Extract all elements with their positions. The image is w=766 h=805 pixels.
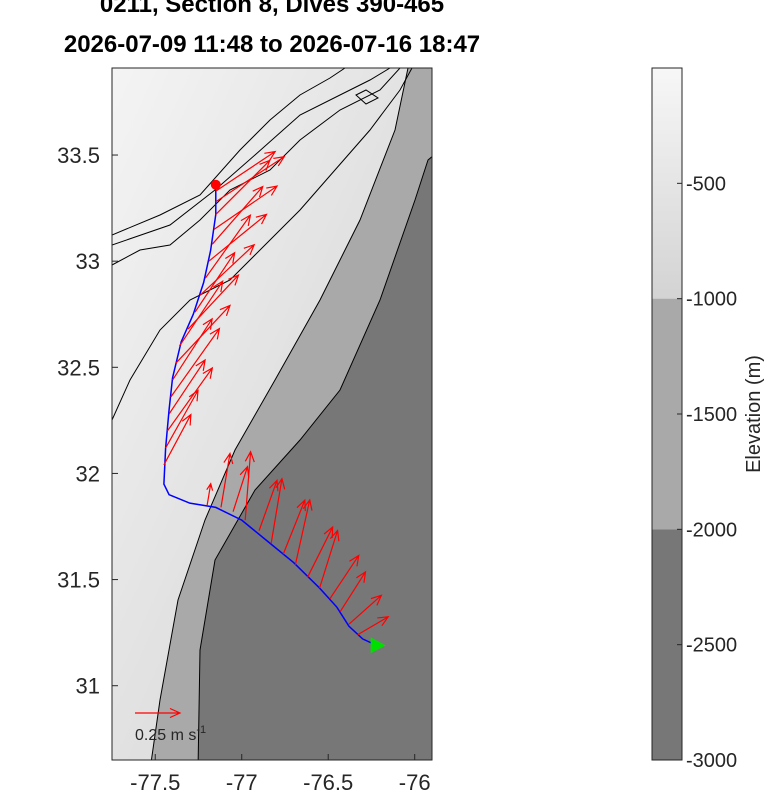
colorbar-tick-label: -1000 <box>686 289 737 311</box>
contour <box>112 68 391 246</box>
current-vector <box>199 243 256 296</box>
current-vector <box>172 317 213 381</box>
current-vector <box>206 482 214 506</box>
current-vector <box>282 498 306 555</box>
current-vector <box>211 185 264 245</box>
colorbar-tick-label: -500 <box>686 173 726 195</box>
start-marker <box>210 179 221 190</box>
current-vector <box>258 478 279 531</box>
current-vector <box>306 525 334 578</box>
colorbar-tick-label: -2000 <box>686 519 737 541</box>
current-vector <box>329 554 360 600</box>
colorbar-tick-label: -1500 <box>686 404 737 426</box>
y-tick-label: 32 <box>76 461 100 486</box>
x-tick-label: -77 <box>226 770 258 795</box>
current-vector <box>339 570 367 612</box>
reference-label-exponent: -1 <box>196 724 206 736</box>
deep-region <box>197 156 432 760</box>
current-vector <box>294 498 313 565</box>
current-vector <box>165 389 199 449</box>
current-vector <box>215 150 277 192</box>
end-marker <box>370 637 386 654</box>
current-vector <box>318 529 340 589</box>
contour <box>355 89 379 105</box>
colorbar-tick-label: -3000 <box>686 750 737 772</box>
colorbar-label: Elevation (m) <box>743 355 765 473</box>
current-vector <box>220 451 234 508</box>
y-tick-label: 31 <box>76 674 100 699</box>
current-vector <box>348 594 383 625</box>
current-vector <box>215 155 286 203</box>
current-vector <box>204 213 252 279</box>
current-vector <box>208 213 268 262</box>
x-tick-label: -77.5 <box>130 770 180 795</box>
title: 0211, Section 8, Dives 390-465 <box>100 0 444 18</box>
current-vector <box>244 450 255 521</box>
bathymetry <box>112 68 432 760</box>
current-vector <box>215 159 271 215</box>
y-tick-label: 32.5 <box>57 355 100 380</box>
y-tick-label: 33.5 <box>57 143 100 168</box>
x-tick-label: -76.5 <box>303 770 353 795</box>
contour <box>112 68 413 421</box>
current-vector <box>175 304 231 364</box>
current-vector <box>357 616 390 636</box>
current-vector <box>178 280 224 347</box>
reference-vector <box>135 707 182 719</box>
current-vector <box>163 413 192 466</box>
reference-label: 0.25 m s-1 <box>135 724 206 744</box>
current-vector <box>194 251 236 313</box>
current-vector <box>170 327 221 398</box>
plot-frame <box>111 67 433 761</box>
current-vector <box>213 185 279 230</box>
current-vector <box>168 358 206 415</box>
subtitle: 2026-07-09 11:48 to 2026-07-16 18:47 <box>64 31 480 58</box>
contour <box>112 68 346 236</box>
glider-track <box>163 184 377 647</box>
current-vector <box>270 477 286 544</box>
y-tick-label: 31.5 <box>57 568 100 593</box>
colorbar-tick-label: -2500 <box>686 635 737 657</box>
current-vector <box>166 366 214 432</box>
x-tick-label: -76 <box>399 770 431 795</box>
reference-label-text: 0.25 m s <box>135 727 196 744</box>
y-tick-label: 33 <box>76 249 100 274</box>
